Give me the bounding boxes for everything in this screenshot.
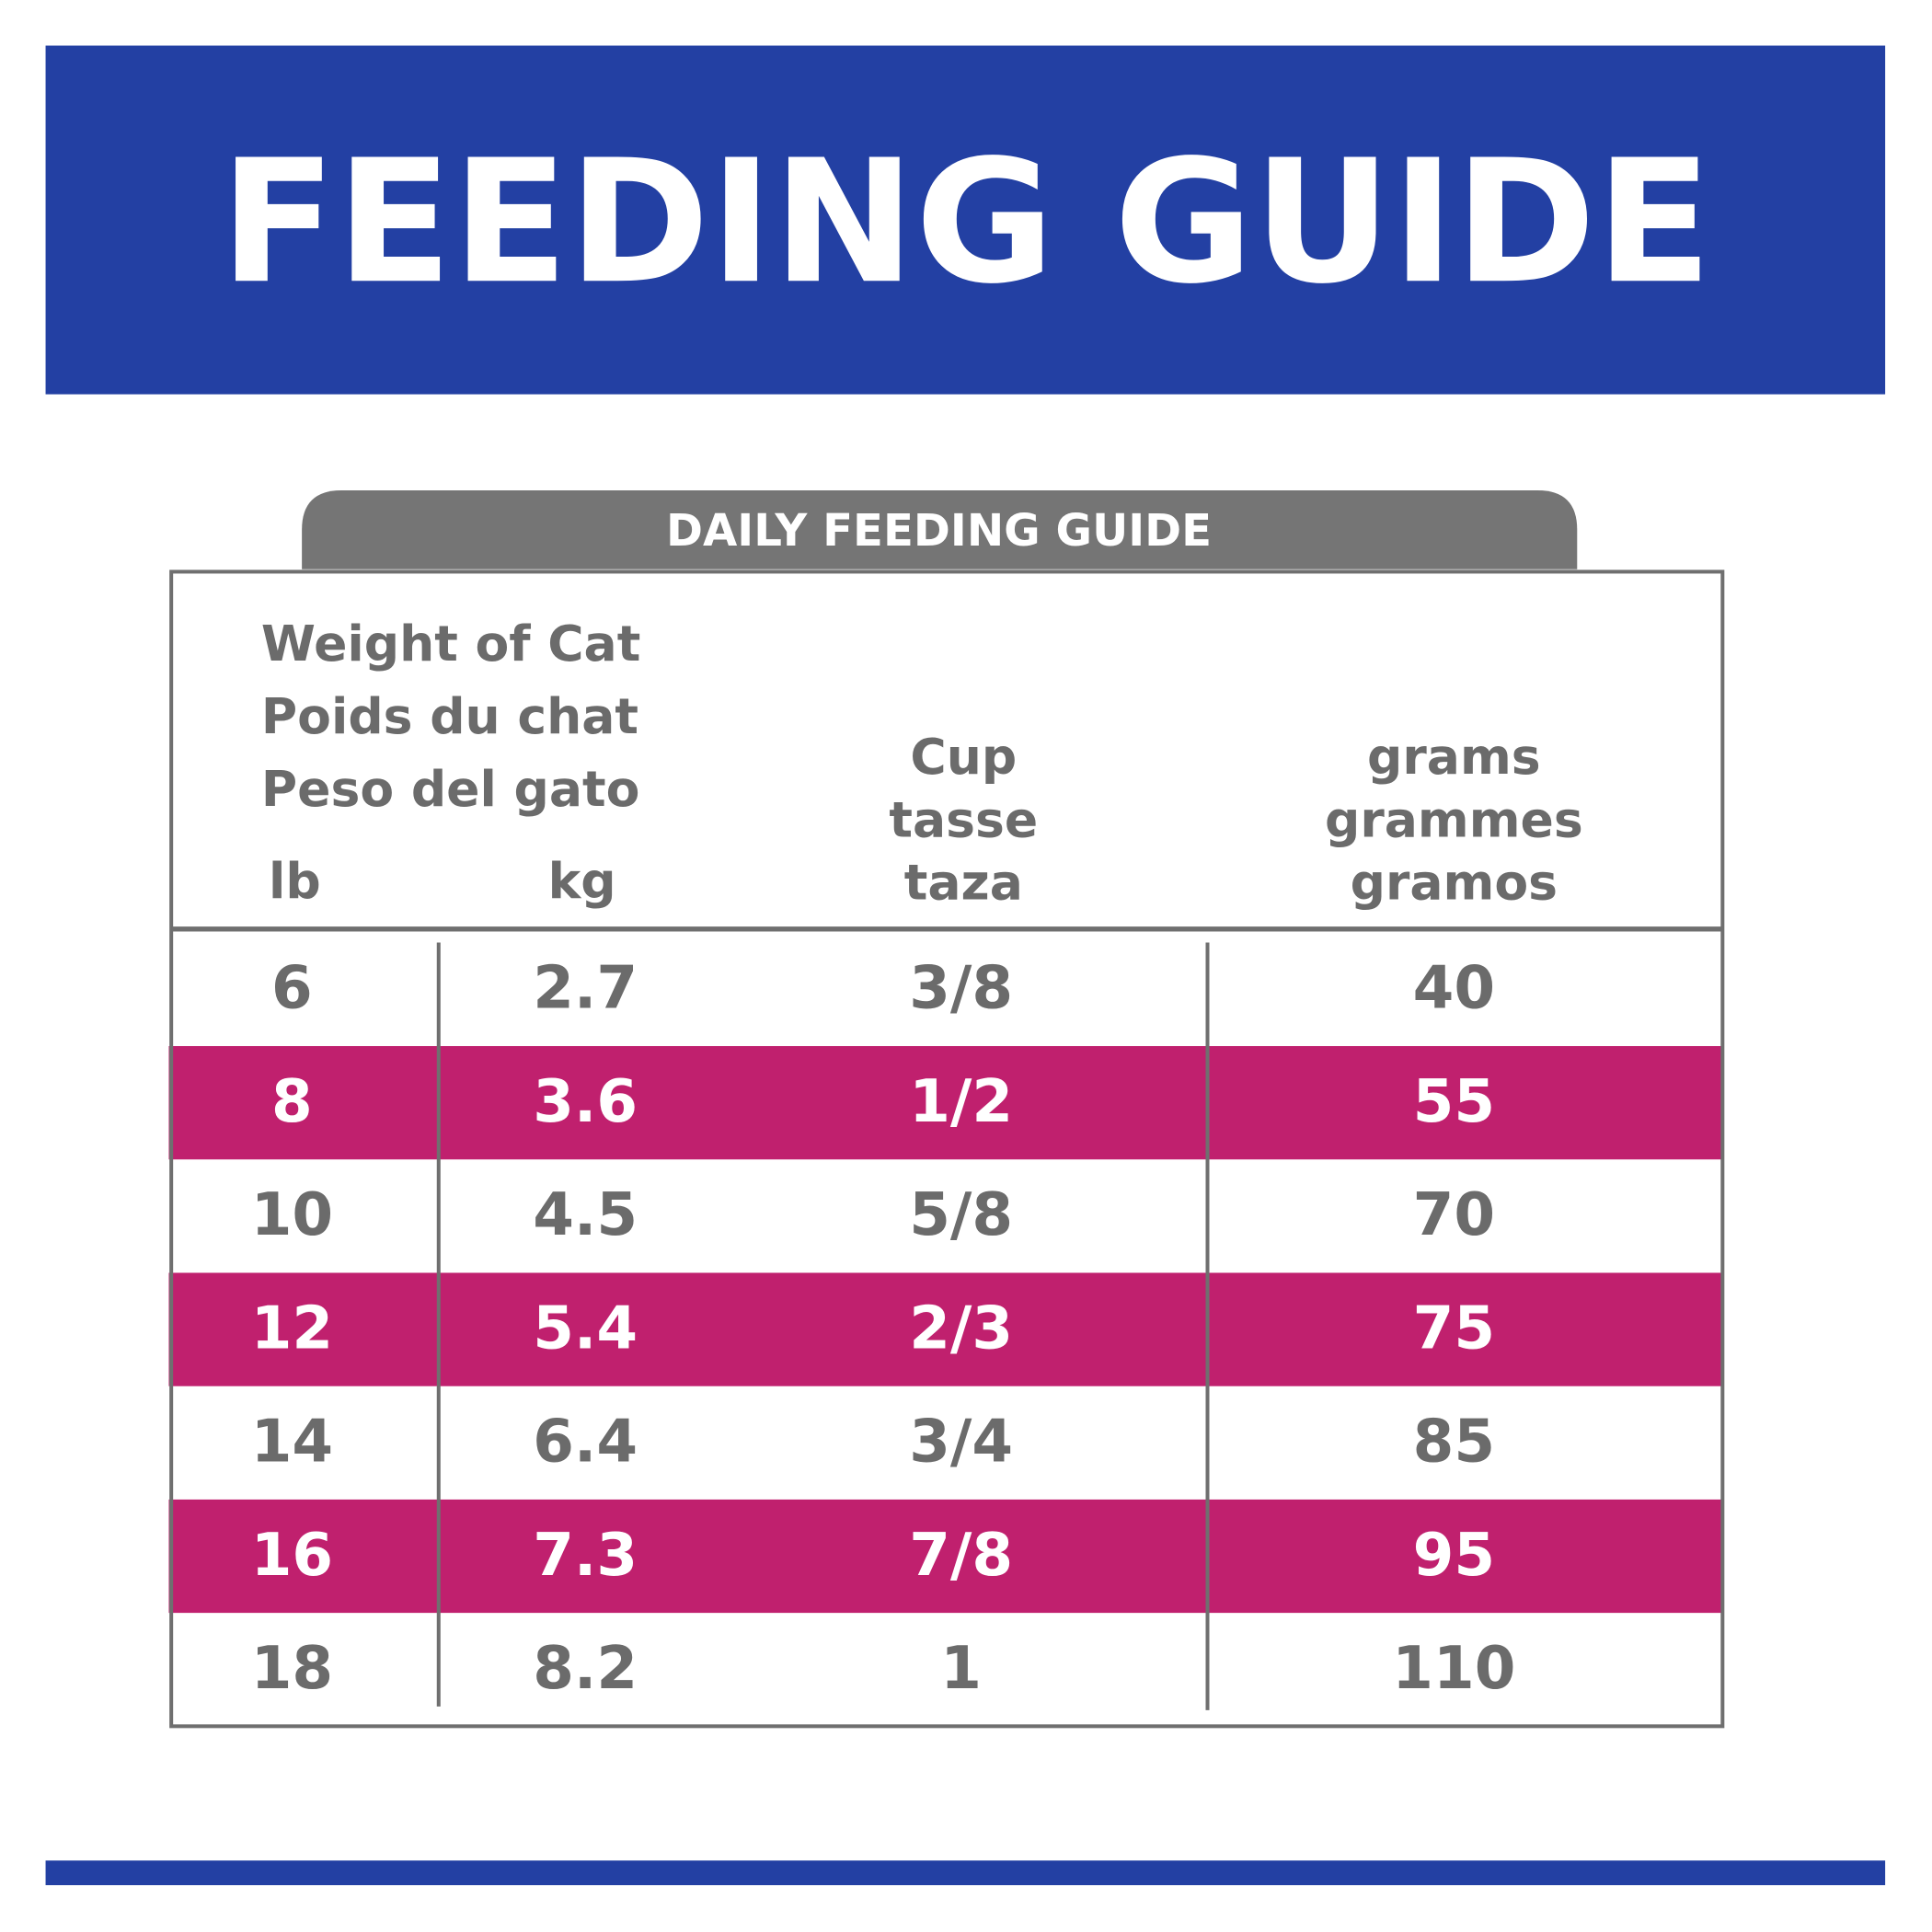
cell: 85 bbox=[1413, 1408, 1495, 1477]
cell: 2.7 bbox=[533, 954, 638, 1023]
row-band bbox=[168, 1046, 1723, 1160]
column-header: gramos bbox=[1351, 854, 1558, 912]
cell: 55 bbox=[1413, 1067, 1495, 1136]
cell: 110 bbox=[1392, 1634, 1515, 1703]
cell: 1 bbox=[940, 1634, 982, 1703]
column-header: grammes bbox=[1325, 790, 1583, 848]
cell: 8.2 bbox=[533, 1634, 638, 1703]
cell: 8 bbox=[271, 1067, 313, 1136]
column-header: Weight of Cat bbox=[261, 615, 640, 673]
cell: 16 bbox=[251, 1521, 333, 1590]
caption: DAILY FEEDING GUIDE bbox=[666, 505, 1212, 557]
cell: 7/8 bbox=[909, 1521, 1013, 1590]
column-header: grams bbox=[1367, 728, 1541, 786]
cell: 10 bbox=[251, 1180, 333, 1249]
cell: 3/8 bbox=[909, 954, 1013, 1023]
table-body: 6 2.7 3/8 40 8 3.6 1/2 55 10 4.5 5/8 70 12 5.4 2/3 75 14… bbox=[168, 954, 1723, 1703]
cell: 3/4 bbox=[909, 1408, 1013, 1477]
footer-band bbox=[45, 1860, 1886, 1886]
column-header: taza bbox=[904, 854, 1023, 912]
column-header: Peso del gato bbox=[261, 760, 639, 818]
cell: 2/3 bbox=[909, 1294, 1013, 1363]
row-band bbox=[168, 1499, 1723, 1614]
cell: 5.4 bbox=[533, 1294, 638, 1363]
cell: 7.3 bbox=[533, 1521, 638, 1590]
cell: 70 bbox=[1413, 1180, 1495, 1249]
cell: 75 bbox=[1413, 1294, 1495, 1363]
column-header: Cup bbox=[910, 728, 1017, 786]
title: FEEDING GUIDE bbox=[220, 122, 1712, 321]
table-border bbox=[169, 569, 1725, 1729]
header-band bbox=[45, 45, 1886, 395]
cell: 95 bbox=[1413, 1521, 1495, 1590]
column-header: Poids du chat bbox=[261, 687, 638, 745]
column-header: kg bbox=[548, 852, 616, 910]
column-header: tasse bbox=[889, 790, 1038, 848]
cell: 3.6 bbox=[533, 1067, 638, 1136]
cell: 6.4 bbox=[533, 1408, 638, 1477]
cell: 40 bbox=[1413, 954, 1495, 1023]
cell: 1/2 bbox=[909, 1067, 1013, 1136]
column-header: lb bbox=[269, 852, 321, 910]
cell: 12 bbox=[251, 1294, 333, 1363]
row-band bbox=[168, 1272, 1723, 1386]
cell: 4.5 bbox=[533, 1180, 638, 1249]
cell: 14 bbox=[251, 1408, 333, 1477]
cell: 18 bbox=[251, 1634, 333, 1703]
caption-tab bbox=[302, 490, 1578, 569]
cell: 6 bbox=[271, 954, 313, 1023]
cell: 5/8 bbox=[909, 1180, 1013, 1249]
